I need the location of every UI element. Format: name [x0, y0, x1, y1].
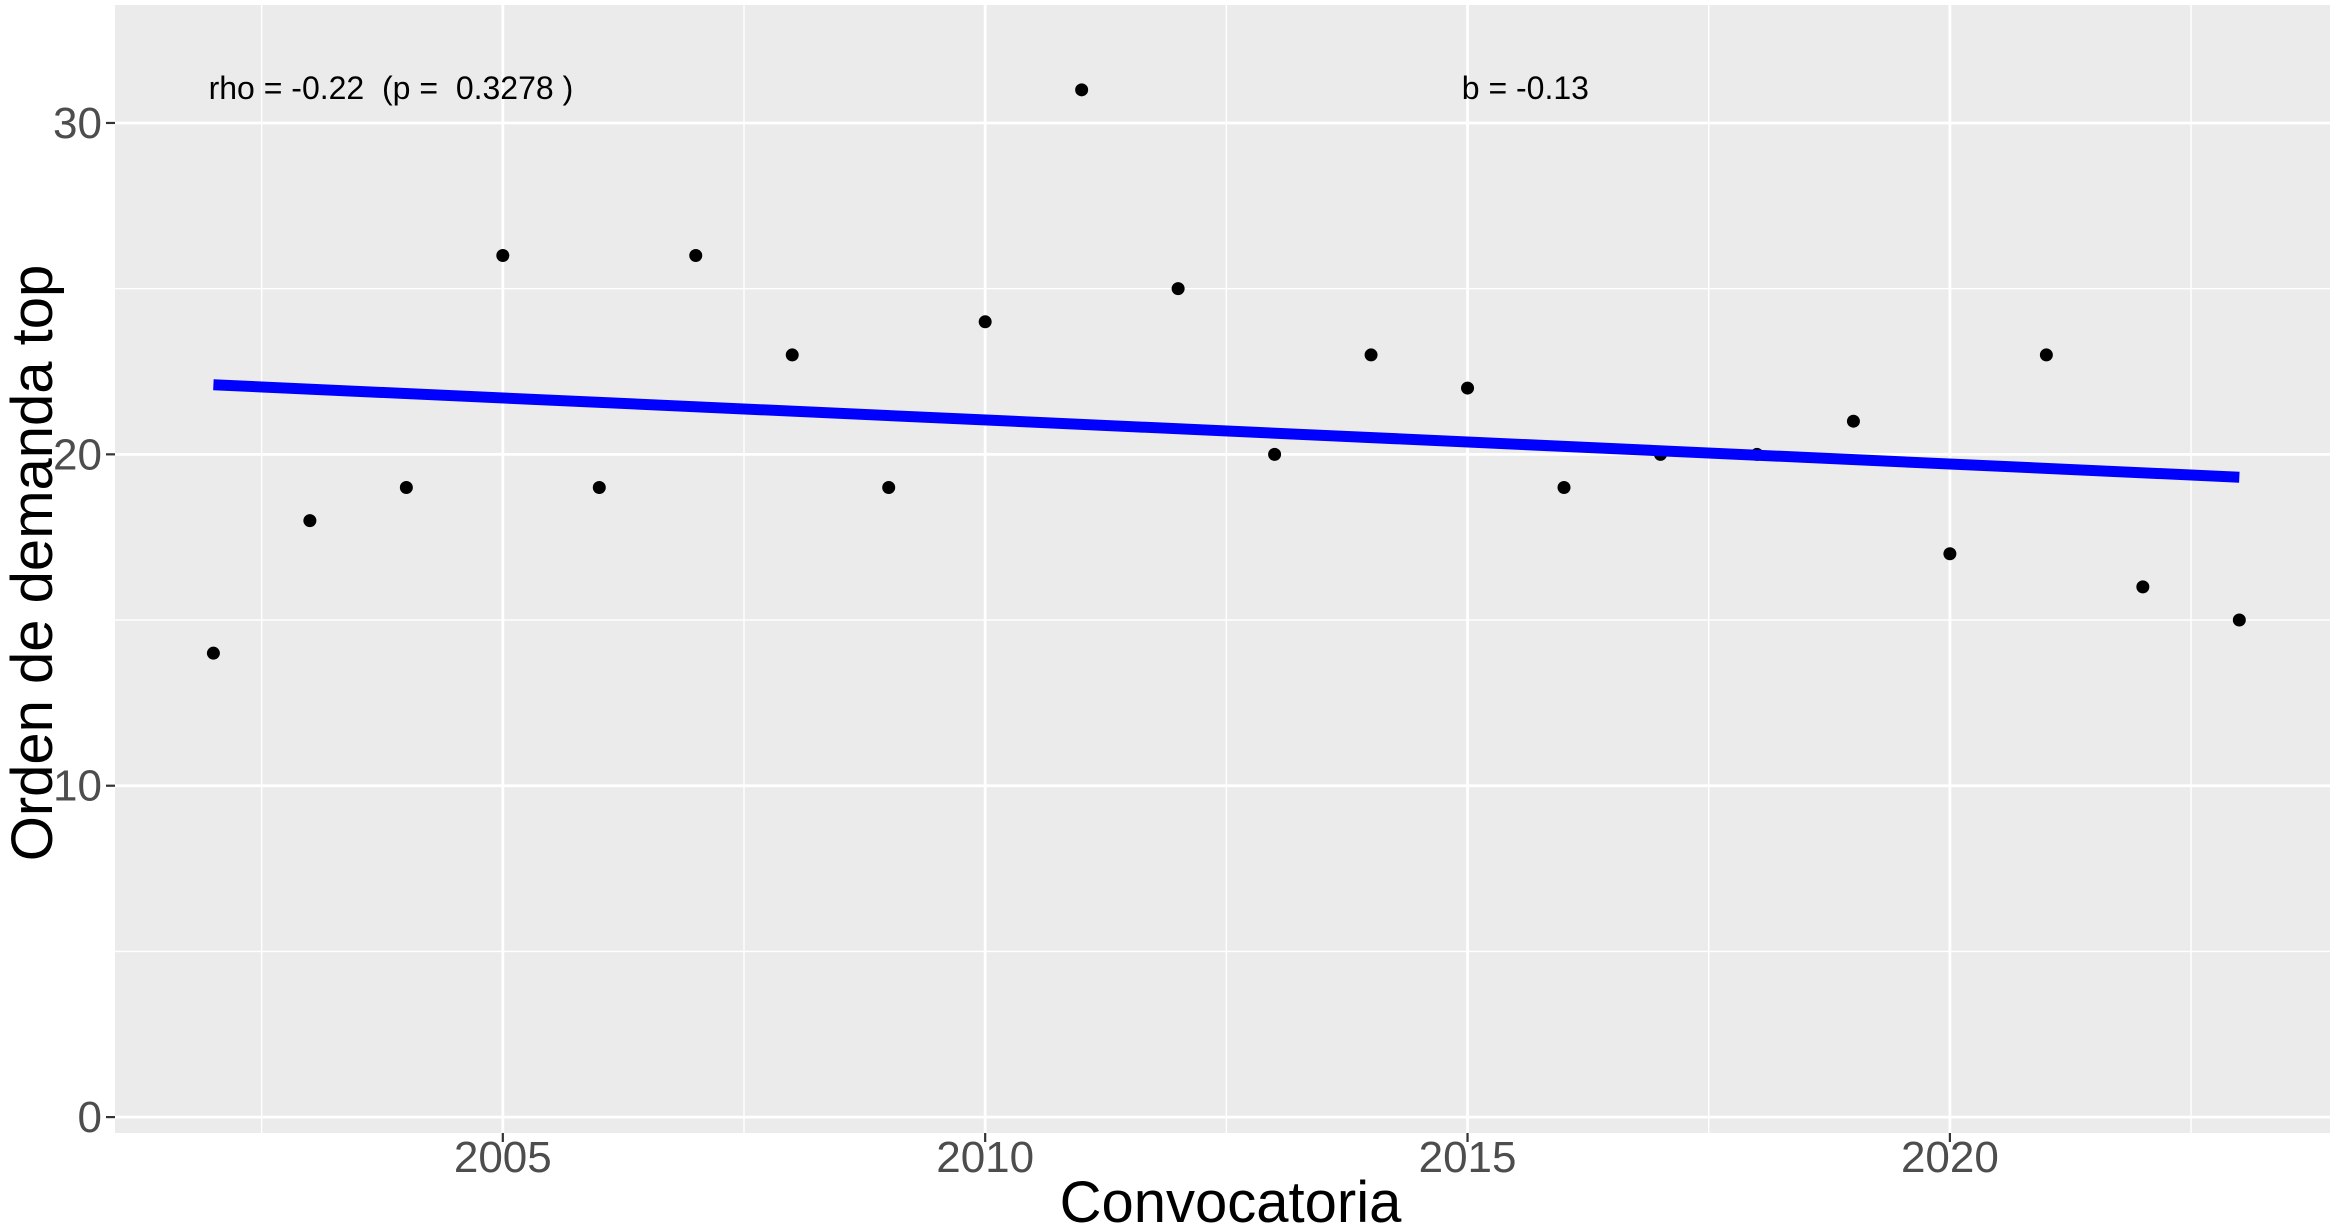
data-point[interactable] — [2232, 613, 2246, 627]
data-point[interactable] — [1461, 381, 1475, 395]
x-tick-label: 2020 — [1901, 1133, 1999, 1182]
y-tick-label: 20 — [53, 430, 102, 479]
x-tick-label: 2005 — [454, 1133, 552, 1182]
data-point[interactable] — [2136, 580, 2150, 594]
data-point[interactable] — [882, 480, 896, 494]
data-point[interactable] — [303, 514, 317, 528]
plot-panel — [115, 5, 2330, 1133]
gridlines-major — [115, 5, 2330, 1133]
y-tick-label: 0 — [78, 1093, 102, 1142]
data-point[interactable] — [689, 249, 703, 263]
data-point[interactable] — [1268, 447, 1282, 461]
x-tick-label: 2010 — [936, 1133, 1034, 1182]
y-tick-label: 10 — [53, 762, 102, 811]
data-point[interactable] — [1943, 547, 1957, 561]
data-point[interactable] — [592, 480, 606, 494]
trend-line — [213, 379, 2240, 483]
x-tick-label: 2015 — [1419, 1133, 1517, 1182]
gridlines-minor — [115, 5, 2330, 1133]
x-axis-title: Convocatoria — [1060, 1170, 1402, 1227]
data-point[interactable] — [1171, 282, 1185, 296]
rho-annotation: rho = -0.22 (p = 0.3278 ) — [209, 70, 574, 106]
data-point[interactable] — [2039, 348, 2053, 362]
slope-annotation: b = -0.13 — [1462, 70, 1589, 106]
data-point[interactable] — [399, 480, 413, 494]
data-point[interactable] — [1557, 480, 1571, 494]
data-point[interactable] — [496, 249, 510, 263]
data-point[interactable] — [206, 646, 220, 660]
regression-line[interactable] — [213, 379, 2240, 483]
scatter-points — [206, 83, 2246, 660]
panel-background — [115, 5, 2330, 1133]
data-point[interactable] — [1364, 348, 1378, 362]
data-point[interactable] — [1075, 83, 1089, 97]
data-point[interactable] — [1846, 414, 1860, 428]
y-axis-title: Orden de demanda top — [0, 265, 65, 862]
data-point[interactable] — [785, 348, 799, 362]
data-point[interactable] — [978, 315, 992, 329]
axis-ticks: 2005 2010 2015 2020 0 10 20 30 — [53, 99, 1999, 1182]
y-tick-label: 30 — [53, 99, 102, 148]
